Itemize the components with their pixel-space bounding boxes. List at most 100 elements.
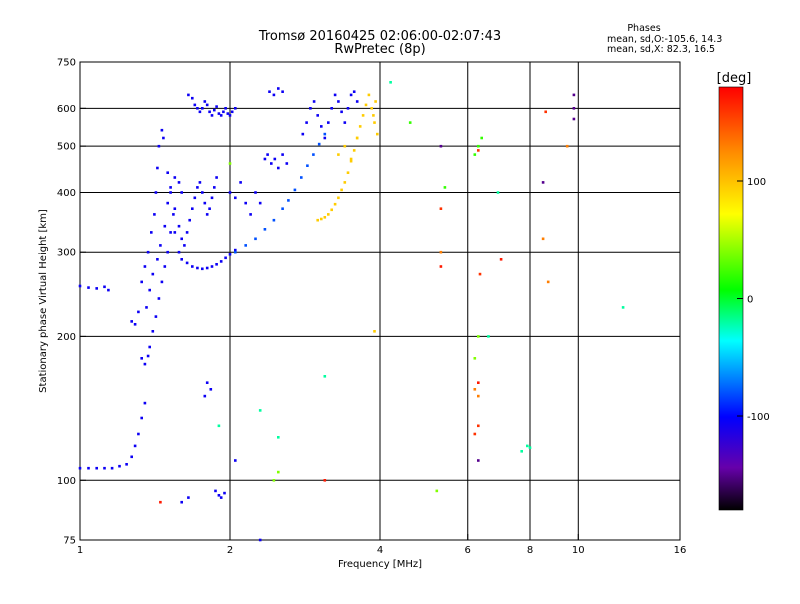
data-point — [312, 153, 315, 156]
data-point — [526, 444, 529, 448]
data-point — [196, 107, 199, 110]
y-tick-label: 400 — [57, 188, 76, 199]
data-point — [477, 144, 480, 148]
data-point — [439, 207, 443, 210]
data-point — [210, 114, 214, 117]
data-point — [213, 186, 216, 189]
data-point — [439, 144, 443, 148]
data-point — [143, 401, 147, 405]
data-point — [230, 110, 234, 114]
data-point — [214, 489, 217, 493]
data-point — [166, 201, 169, 205]
data-point — [323, 136, 327, 140]
data-point — [349, 93, 353, 97]
data-point — [140, 416, 143, 420]
data-point — [327, 213, 330, 216]
data-point — [343, 144, 347, 148]
data-point — [159, 244, 162, 247]
data-point — [234, 196, 237, 200]
data-point — [323, 375, 327, 378]
data-point — [217, 494, 221, 497]
data-point — [268, 90, 271, 93]
data-point — [205, 213, 209, 216]
data-point — [228, 253, 232, 256]
data-point — [125, 463, 128, 466]
data-point — [541, 237, 545, 241]
chart-subtitle: RwPretec (8p) — [334, 42, 425, 57]
data-point — [355, 136, 359, 140]
data-point — [156, 166, 159, 170]
x-axis-label: Frequency [MHz] — [338, 559, 422, 570]
data-point — [191, 265, 194, 268]
data-point — [166, 171, 169, 174]
data-point — [340, 188, 343, 192]
data-point — [185, 261, 189, 265]
data-point — [169, 186, 172, 189]
data-point — [196, 266, 199, 270]
data-point — [480, 136, 483, 140]
data-point — [499, 258, 503, 261]
data-point — [228, 162, 232, 165]
data-point — [193, 103, 197, 107]
data-point — [346, 107, 350, 110]
data-point — [163, 224, 167, 228]
data-point — [281, 153, 284, 156]
data-point — [213, 108, 216, 112]
data-point — [154, 191, 158, 194]
data-point — [337, 153, 340, 156]
data-point — [210, 196, 214, 200]
y-axis-ticks: 75 100 200 300 400 500 600 750 — [57, 58, 86, 547]
data-point — [477, 335, 480, 338]
data-point — [151, 272, 155, 276]
data-point — [224, 256, 227, 260]
x-tick-label: 10 — [572, 545, 585, 556]
data-point — [337, 100, 340, 103]
data-point — [330, 107, 333, 110]
data-point — [163, 265, 167, 268]
data-point — [157, 297, 161, 300]
data-point — [316, 114, 319, 117]
data-point — [201, 191, 204, 194]
data-point — [191, 96, 194, 100]
y-tick-label: 300 — [57, 248, 76, 259]
data-point — [118, 464, 121, 468]
data-point — [317, 142, 321, 146]
data-point — [215, 176, 218, 179]
data-point — [258, 538, 262, 542]
data-point — [78, 284, 82, 288]
data-point — [293, 188, 297, 192]
data-point — [270, 162, 273, 165]
data-point — [159, 500, 162, 504]
data-point — [473, 357, 477, 360]
y-tick-label: 100 — [57, 476, 76, 487]
data-point — [352, 149, 356, 152]
data-point — [87, 466, 90, 470]
data-point — [146, 354, 150, 358]
data-point — [201, 267, 204, 271]
data-point — [352, 90, 356, 93]
data-point — [154, 315, 158, 318]
y-tick-label: 600 — [57, 104, 76, 115]
data-point — [244, 201, 247, 205]
data-point — [223, 491, 226, 495]
data-point — [140, 357, 143, 360]
data-point — [208, 110, 211, 114]
data-point — [234, 248, 237, 252]
data-point — [180, 191, 183, 194]
x-axis-ticks: 1 2 4 6 8 10 16 — [77, 534, 686, 556]
colorbar-tick-label: 100 — [747, 177, 766, 188]
x-tick-label: 4 — [377, 545, 383, 556]
data-point — [301, 132, 305, 136]
data-point — [435, 489, 439, 493]
data-point — [309, 107, 312, 110]
data-point — [263, 157, 267, 161]
data-point — [150, 231, 153, 234]
data-point — [183, 244, 186, 247]
data-point — [258, 409, 262, 412]
data-point — [277, 436, 280, 439]
data-point — [203, 394, 207, 398]
data-point — [544, 110, 547, 114]
data-point — [263, 228, 267, 231]
data-point — [193, 196, 197, 200]
